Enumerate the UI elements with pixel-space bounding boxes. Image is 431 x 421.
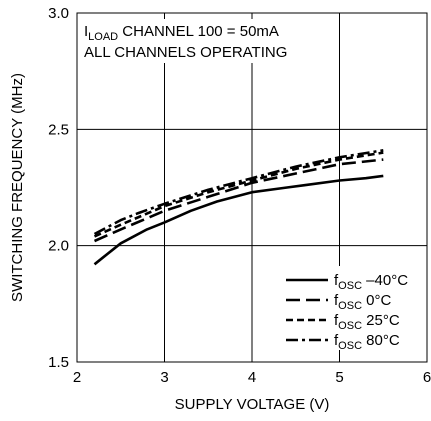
annotation-background bbox=[80, 19, 306, 63]
series-line bbox=[93, 151, 384, 238]
legend-label-main: f bbox=[334, 292, 339, 309]
annotation: ILOAD CHANNEL 100 = 50mA ALL CHANNELS OP… bbox=[80, 19, 306, 63]
legend-label: fOSC –40°C bbox=[334, 272, 408, 292]
annotation-line-1: ILOAD CHANNEL 100 = 50mA bbox=[84, 23, 279, 43]
x-axis-label: SUPPLY VOLTAGE (V) bbox=[175, 396, 330, 413]
y-tick-label: 1.5 bbox=[48, 354, 69, 371]
y-tick-labels: 1.5 2.0 2.5 3.0 bbox=[48, 5, 69, 371]
x-tick-label: 6 bbox=[423, 369, 431, 386]
legend-label-rest: 80°C bbox=[362, 332, 400, 349]
annotation-line-1-prefix: I bbox=[84, 23, 88, 40]
x-tick-label: 4 bbox=[248, 369, 256, 386]
series-lines bbox=[93, 149, 384, 266]
annotation-line-1-subscript: LOAD bbox=[88, 31, 118, 43]
annotation-line-2: ALL CHANNELS OPERATING bbox=[84, 44, 287, 61]
x-tick-labels: 2 3 4 5 6 bbox=[73, 369, 431, 386]
y-tick-label: 2.5 bbox=[48, 121, 69, 138]
legend-label: fOSC 80°C bbox=[334, 332, 400, 352]
legend-label-rest: –40°C bbox=[362, 272, 408, 289]
y-tick-label: 3.0 bbox=[48, 5, 69, 22]
legend-label-main: f bbox=[334, 272, 339, 289]
legend-label-subscript: OSC bbox=[338, 300, 362, 312]
legend-label-subscript: OSC bbox=[338, 320, 362, 332]
series-line bbox=[93, 149, 384, 236]
legend-label-subscript: OSC bbox=[338, 280, 362, 292]
legend-label-main: f bbox=[334, 312, 339, 329]
x-tick-label: 3 bbox=[160, 369, 168, 386]
annotation-line-1-rest: CHANNEL 100 = 50mA bbox=[118, 23, 279, 40]
legend-label: fOSC 25°C bbox=[334, 312, 400, 332]
series-line bbox=[93, 174, 384, 266]
series-line bbox=[93, 158, 384, 243]
x-tick-label: 5 bbox=[335, 369, 343, 386]
legend-label-rest: 25°C bbox=[362, 312, 400, 329]
legend-label-subscript: OSC bbox=[338, 340, 362, 352]
legend-label: fOSC 0°C bbox=[334, 292, 392, 312]
y-tick-label: 2.0 bbox=[48, 238, 69, 255]
legend-label-main: f bbox=[334, 332, 339, 349]
legend-label-rest: 0°C bbox=[362, 292, 392, 309]
y-axis-label: SWITCHING FREQUENCY (MHz) bbox=[9, 73, 26, 302]
x-tick-label: 2 bbox=[73, 369, 81, 386]
